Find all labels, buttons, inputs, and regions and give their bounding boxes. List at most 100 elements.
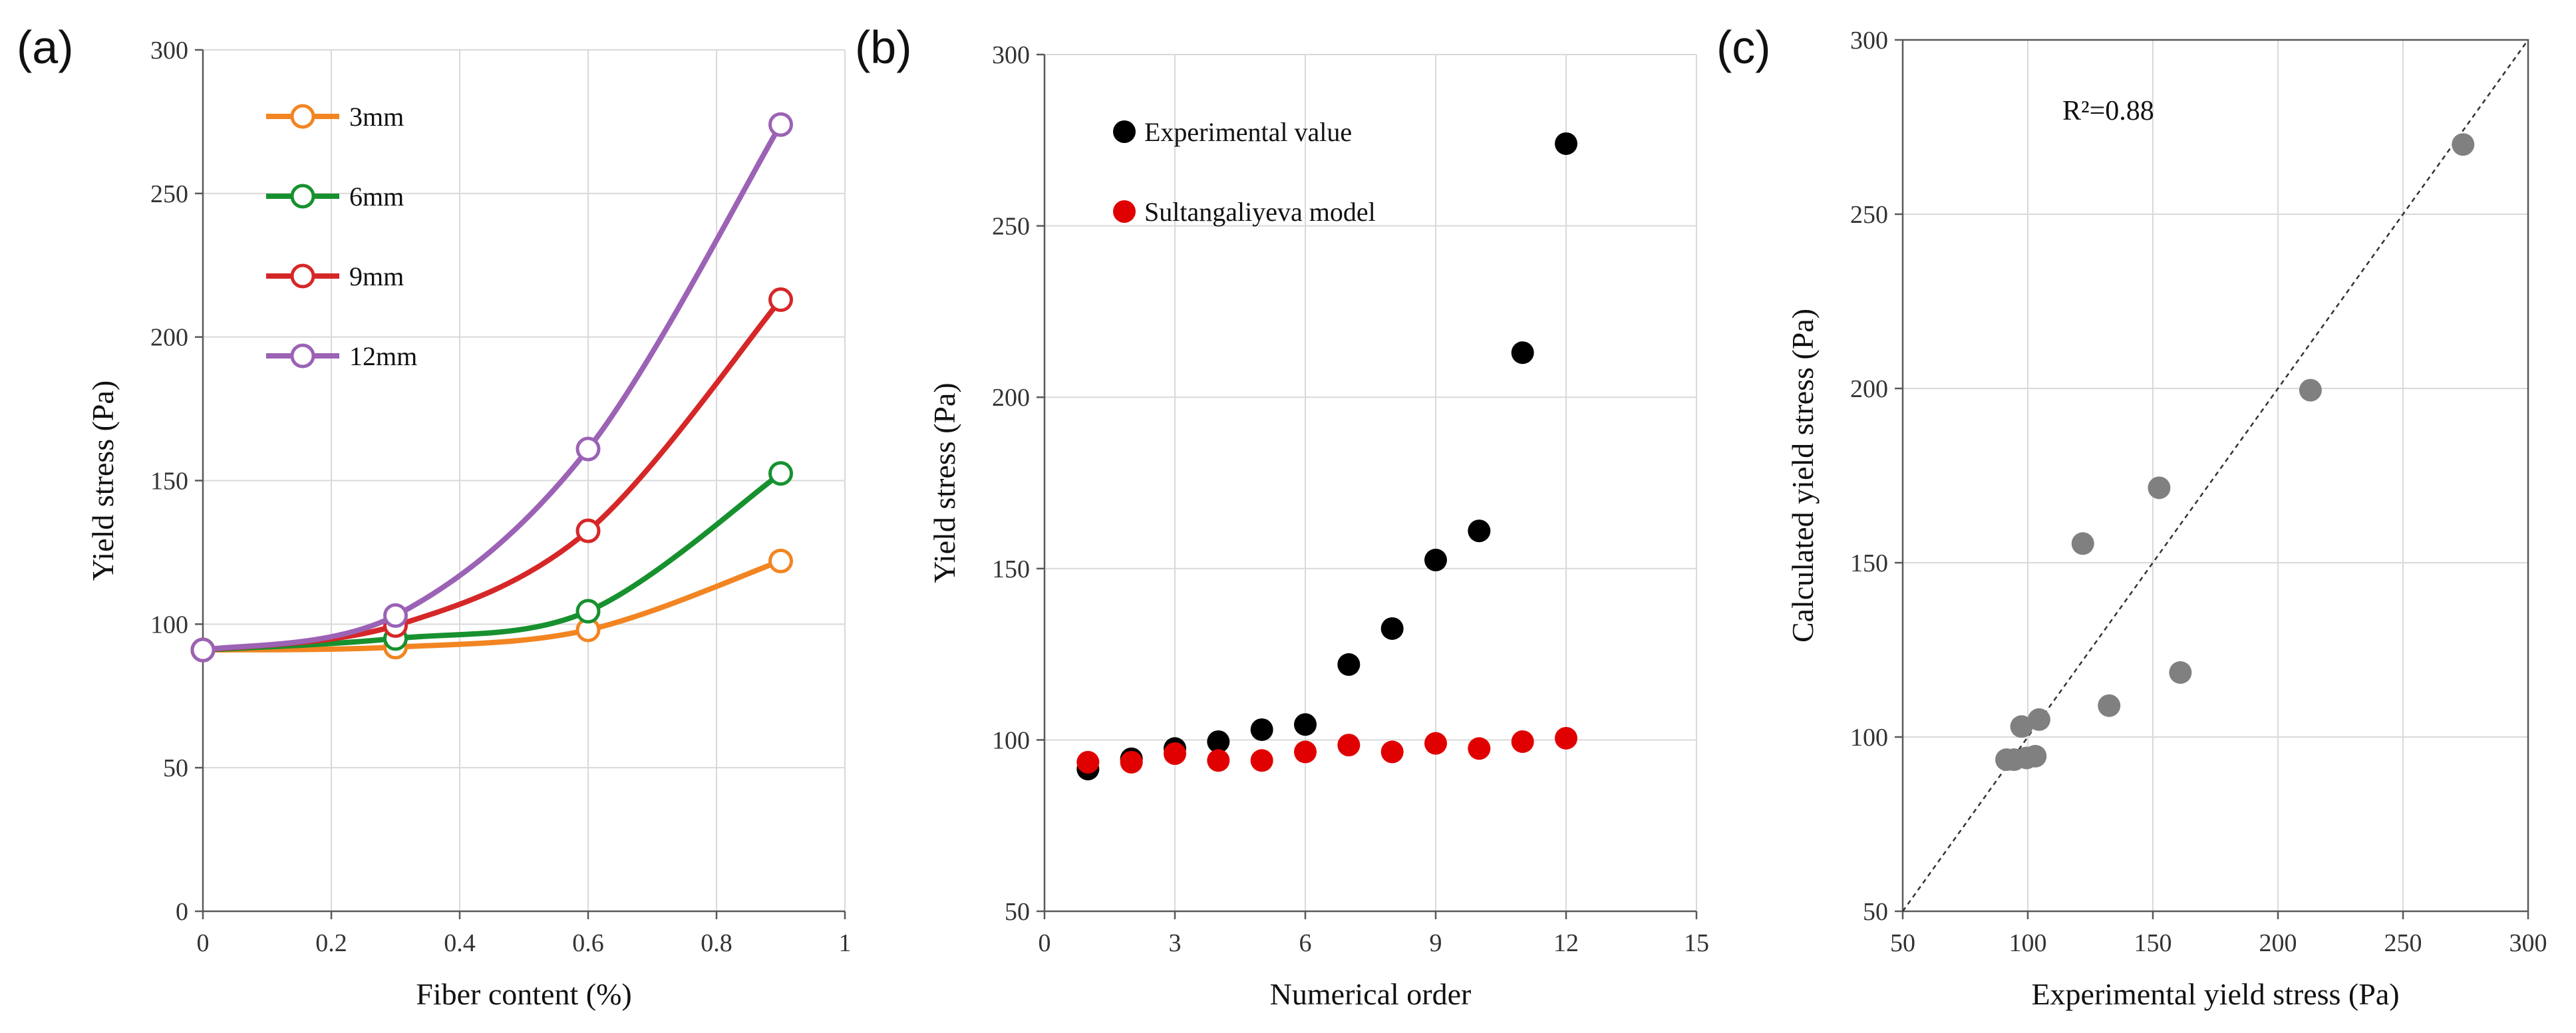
x-tick-label: 9 (1430, 929, 1442, 957)
data-point-scatter (2452, 133, 2475, 156)
data-point-model (1164, 742, 1186, 766)
plot-frame (1901, 39, 2529, 913)
legend-marker-model (1113, 200, 1136, 223)
y-tick-label: 250 (992, 213, 1030, 241)
r-squared-annotation: R²=0.88 (2062, 96, 2154, 126)
data-point-9mm (575, 518, 601, 543)
x-tick-label: 0 (1039, 929, 1051, 957)
legend-marker-experimental (1113, 120, 1136, 143)
data-point-model (1555, 726, 1577, 750)
data-point-experimental (1337, 653, 1361, 676)
legend-marker-3mm (290, 104, 315, 129)
legend-label-model: Sultangaliyeva model (1144, 197, 1376, 227)
y-axis-label: Yield stress (Pa) (86, 380, 120, 581)
x-tick-label: 3 (1169, 929, 1182, 957)
data-point-model (1337, 734, 1361, 757)
data-point-scatter (2098, 694, 2121, 717)
data-point-scatter (2027, 708, 2050, 731)
y-tick-label: 50 (1863, 898, 1888, 926)
data-point-scatter (2148, 476, 2171, 500)
x-tick-label: 200 (2259, 929, 2297, 957)
data-point-12mm (383, 603, 408, 628)
data-point-12mm (768, 112, 793, 137)
data-point-model (1424, 732, 1447, 755)
x-tick-label: 6 (1299, 929, 1312, 957)
x-tick-label: 50 (1890, 929, 1915, 957)
x-tick-label: 0 (197, 929, 210, 957)
y-tick-label: 100 (992, 726, 1030, 754)
data-point-experimental (1250, 718, 1273, 741)
chart-panel-c: 50 100 150 200 250 300 50 100 150 200 250 300 Experi… (1716, 21, 2547, 1011)
x-tick-label: 250 (2384, 929, 2422, 957)
y-tick-label: 50 (1005, 898, 1030, 926)
data-point-model (1250, 749, 1273, 772)
legend-label-12mm: 12mm (349, 341, 417, 371)
data-point-12mm (190, 637, 216, 663)
legend-label-experimental: Experimental value (1144, 117, 1352, 147)
y-tick-label: 100 (150, 611, 188, 639)
data-point-model (1294, 740, 1317, 764)
x-axis-label: Experimental yield stress (Pa) (2031, 977, 2399, 1011)
data-point-scatter (2169, 661, 2192, 684)
y-tick-label: 150 (1850, 549, 1888, 577)
data-point-experimental (1207, 730, 1230, 753)
data-point-12mm (575, 436, 601, 462)
panel-label: (a) (17, 21, 74, 73)
x-tick-label: 0.4 (444, 929, 476, 957)
chart-panel-b: 0 3 6 9 12 15 50 100 150 200 250 300 Numerical order… (855, 21, 1709, 1011)
x-axis-label: Fiber content (%) (416, 977, 631, 1011)
y-tick-label: 150 (150, 468, 188, 496)
y-tick-label: 0 (176, 898, 188, 926)
x-tick-label: 100 (2009, 929, 2047, 957)
data-point-scatter (2299, 378, 2322, 402)
y-tick-label: 200 (1850, 375, 1888, 403)
x-tick-label: 15 (1684, 929, 1709, 957)
data-point-model (1511, 730, 1534, 753)
data-point-model (1120, 750, 1143, 774)
y-tick-label: 250 (150, 180, 188, 208)
data-point-model (1076, 750, 1100, 774)
y-tick-label: 300 (1850, 27, 1888, 55)
data-point-scatter (2010, 715, 2033, 738)
y-tick-label: 300 (150, 37, 188, 65)
legend-marker-6mm (290, 184, 315, 209)
x-tick-label: 12 (1553, 929, 1579, 957)
y-tick-label: 200 (150, 324, 188, 352)
panel-label: (c) (1716, 21, 1771, 73)
data-point-experimental (1468, 519, 1491, 543)
y-tick-label: 300 (992, 41, 1030, 69)
y-tick-label: 50 (163, 754, 188, 782)
series-line-12mm (200, 122, 784, 653)
x-tick-label: 0.8 (701, 929, 732, 957)
y-tick-label: 250 (1850, 201, 1888, 229)
legend-label-3mm: 3mm (349, 102, 404, 132)
data-point-6mm (768, 461, 793, 486)
x-axis-label: Numerical order (1270, 977, 1472, 1011)
legend-marker-12mm (290, 343, 315, 369)
legend-marker-9mm (290, 263, 315, 289)
y-tick-label: 200 (992, 384, 1030, 412)
data-point-experimental (1294, 713, 1317, 736)
legend-label-9mm: 9mm (349, 261, 404, 291)
y-tick-label: 100 (1850, 724, 1888, 752)
x-tick-label: 1 (839, 929, 852, 957)
panel-label: (b) (855, 21, 912, 73)
legend-label-6mm: 6mm (349, 182, 404, 212)
data-point-model (1468, 737, 1491, 760)
series-line-3mm (200, 558, 784, 653)
data-point-model (1207, 749, 1230, 772)
data-point-experimental (1555, 132, 1577, 155)
data-point-3mm (768, 548, 793, 573)
data-point-9mm (768, 287, 793, 313)
x-tick-label: 300 (2509, 929, 2547, 957)
y-axis-label: Calculated yield stress (Pa) (1786, 309, 1820, 643)
data-point-6mm (575, 599, 601, 624)
x-tick-label: 150 (2134, 929, 2172, 957)
data-point-experimental (1380, 617, 1404, 640)
data-point-experimental (1424, 548, 1447, 571)
data-point-model (1380, 740, 1404, 764)
y-axis-label: Yield stress (Pa) (927, 382, 961, 583)
data-point-scatter (2071, 532, 2094, 555)
reference-line-y-equals-x (1901, 39, 2529, 912)
